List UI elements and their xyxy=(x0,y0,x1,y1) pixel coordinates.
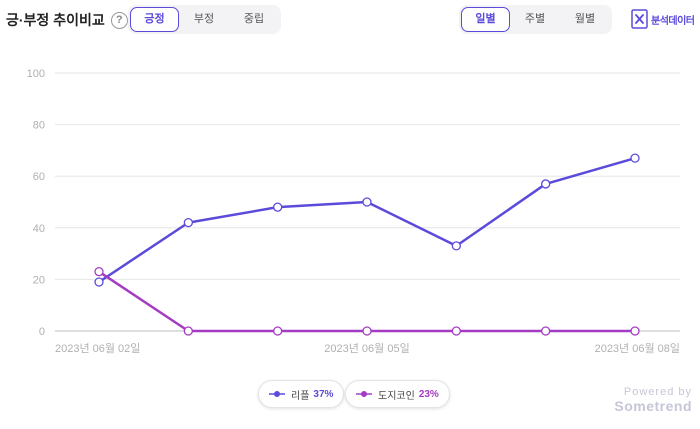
data-point[interactable] xyxy=(362,326,372,336)
data-point[interactable] xyxy=(94,267,104,277)
tab-negative[interactable]: 부정 xyxy=(193,13,215,25)
series-line-1 xyxy=(98,270,635,333)
data-point[interactable] xyxy=(273,202,283,212)
data-point[interactable] xyxy=(273,326,283,336)
x-tick-label: 2023년 06월 08일 xyxy=(595,341,680,355)
sentiment-tabs: 긍정 부정 중립 xyxy=(128,5,281,34)
legend-label-dogecoin: 도지코인 xyxy=(378,390,415,402)
data-point[interactable] xyxy=(541,326,551,336)
excel-icon xyxy=(631,9,648,29)
y-tick-label: 0 xyxy=(39,326,45,338)
tab-neutral[interactable]: 중립 xyxy=(243,13,265,25)
powered-by: Powered by Sometrend xyxy=(614,386,692,414)
tab-monthly[interactable]: 월별 xyxy=(574,13,596,25)
x-tick-label: 2023년 06월 02일 xyxy=(55,341,140,355)
legend-item-ripple[interactable]: 리플 37% xyxy=(258,380,345,408)
brand-logo: Sometrend xyxy=(614,398,692,414)
x-axis-ticks: 2023년 06월 02일 2023년 06월 05일 2023년 06월 08일 xyxy=(55,341,680,355)
legend-label-ripple: 리플 xyxy=(291,390,310,402)
chart-title: 긍·부정 추이비교 ? xyxy=(6,10,128,30)
x-tick-label: 2023년 06월 05일 xyxy=(324,341,409,355)
period-tabs: 일별 주별 월별 xyxy=(459,5,612,34)
chart-legend: 리플 37% 도지코인 23% xyxy=(0,380,700,408)
data-point[interactable] xyxy=(362,197,372,207)
data-point[interactable] xyxy=(451,326,461,336)
legend-marker-ripple xyxy=(269,391,285,397)
legend-percent-dogecoin: 23% xyxy=(418,388,439,400)
data-point[interactable] xyxy=(183,217,193,228)
tab-positive[interactable]: 긍정 xyxy=(130,7,179,32)
legend-marker-dogecoin xyxy=(356,391,372,397)
help-icon[interactable]: ? xyxy=(110,11,128,29)
series-line-0 xyxy=(98,156,636,284)
chart-title-text: 긍·부정 추이비교 xyxy=(6,12,105,28)
legend-percent-ripple: 37% xyxy=(313,388,334,400)
data-point[interactable] xyxy=(630,153,640,163)
y-axis-ticks: 0 20 40 60 80 100 xyxy=(27,68,45,338)
export-data-button[interactable]: 분석데이터 xyxy=(631,9,695,29)
tab-weekly[interactable]: 주별 xyxy=(524,13,546,25)
y-tick-label: 100 xyxy=(27,68,45,80)
tab-daily[interactable]: 일별 xyxy=(461,7,510,32)
chart-series xyxy=(94,153,640,336)
data-point[interactable] xyxy=(183,326,193,336)
y-tick-label: 60 xyxy=(33,171,45,183)
legend-item-dogecoin[interactable]: 도지코인 23% xyxy=(345,380,450,408)
data-point[interactable] xyxy=(541,179,551,189)
y-tick-label: 20 xyxy=(33,274,45,286)
data-point[interactable] xyxy=(630,326,640,336)
data-point[interactable] xyxy=(451,241,461,251)
powered-by-text: Powered by xyxy=(623,386,692,398)
y-tick-label: 40 xyxy=(33,223,45,235)
y-tick-label: 80 xyxy=(33,120,45,132)
data-point[interactable] xyxy=(94,277,104,287)
export-label: 분석데이터 xyxy=(651,15,695,27)
